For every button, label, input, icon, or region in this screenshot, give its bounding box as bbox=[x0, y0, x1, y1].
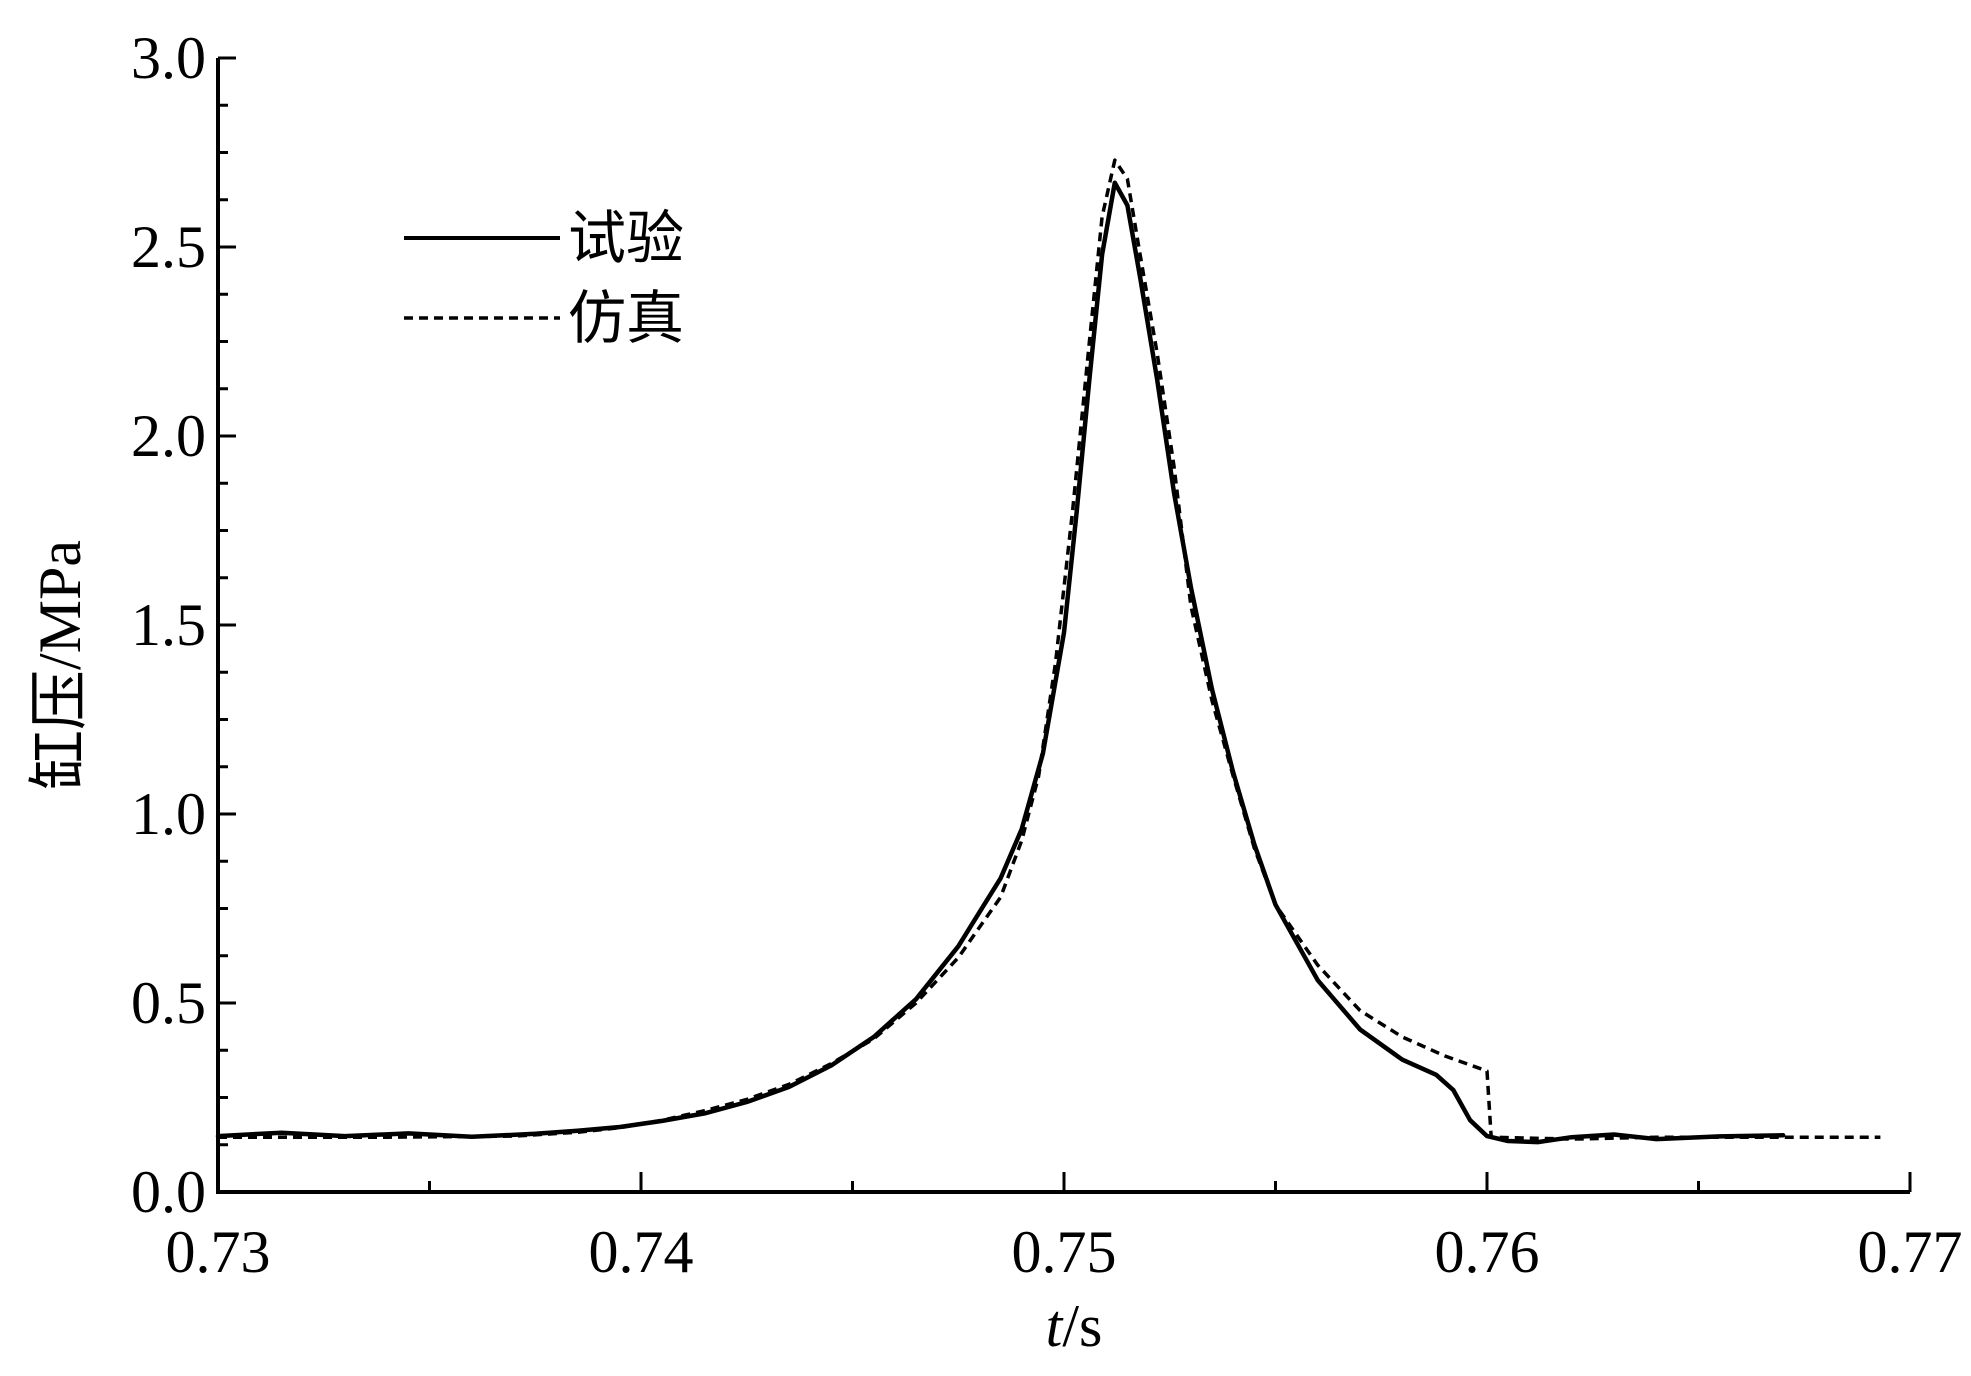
x-tick-label: 0.74 bbox=[589, 1219, 694, 1285]
x-tick-label: 0.77 bbox=[1858, 1219, 1963, 1285]
series-line-experiment bbox=[215, 180, 1786, 1145]
y-ticks: 0.0 0.5 1.0 1.5 2.0 2.5 3.0 bbox=[131, 25, 236, 1225]
legend-label: 试验 bbox=[568, 204, 684, 272]
x-axis-title: t/s bbox=[1046, 1293, 1103, 1359]
y-tick-label: 0.0 bbox=[131, 1159, 206, 1225]
axes: 0.73 0.74 0.75 0.76 0.77 0.0 0.5 1.0 1.5 2.0 2.5 3… bbox=[131, 25, 1963, 1285]
y-tick-label: 3.0 bbox=[131, 25, 206, 91]
x-ticks: 0.73 0.74 0.75 0.76 0.77 bbox=[166, 1172, 1963, 1285]
y-tick-label: 1.0 bbox=[131, 781, 206, 847]
y-tick-label: 2.5 bbox=[131, 214, 206, 280]
y-tick-label: 2.0 bbox=[131, 403, 206, 469]
y-axis-title: 缸压/MPa bbox=[27, 540, 93, 790]
x-tick-label: 0.73 bbox=[166, 1219, 271, 1285]
series-layer bbox=[215, 158, 1881, 1145]
legend-label: 仿真 bbox=[568, 284, 684, 352]
x-tick-label: 0.76 bbox=[1435, 1219, 1540, 1285]
x-axis-title-symbol: t bbox=[1046, 1293, 1064, 1359]
y-tick-label: 1.5 bbox=[131, 592, 206, 658]
x-axis-title-unit: /s bbox=[1062, 1293, 1102, 1359]
x-tick-label: 0.75 bbox=[1012, 1219, 1117, 1285]
y-tick-label: 0.5 bbox=[131, 970, 206, 1036]
series-line-simulation bbox=[218, 158, 1881, 1141]
